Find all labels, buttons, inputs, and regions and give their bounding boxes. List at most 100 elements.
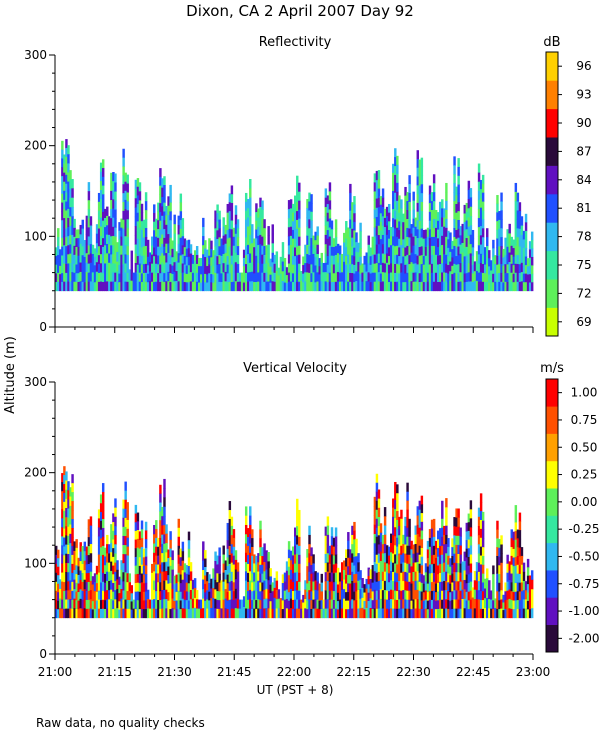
data-cell [71, 572, 74, 583]
data-cell [63, 466, 66, 476]
data-cell [146, 248, 150, 258]
data-cell [404, 221, 407, 231]
data-cell [181, 608, 185, 619]
data-cell [294, 195, 297, 205]
data-cell [251, 600, 254, 610]
data-cell [402, 247, 405, 257]
data-cell [408, 272, 411, 283]
data-cell [481, 573, 485, 583]
data-cell [381, 262, 385, 273]
data-cell [112, 582, 115, 593]
data-cell [106, 608, 109, 619]
data-cell [159, 229, 162, 239]
data-cell [432, 518, 436, 529]
data-cell [99, 244, 103, 255]
data-cell [392, 272, 395, 283]
data-cell [67, 563, 70, 573]
data-cell [392, 209, 395, 219]
data-cell [418, 572, 422, 583]
data-cell [140, 229, 144, 239]
data-cell [79, 234, 82, 245]
data-cell [373, 263, 377, 274]
data-cell [99, 162, 103, 173]
data-cell [228, 519, 232, 529]
data-cell [124, 245, 127, 255]
data-cell [508, 561, 511, 572]
data-cell [101, 185, 105, 195]
data-cell [445, 236, 448, 247]
data-cell [124, 181, 127, 192]
data-cell [157, 608, 160, 619]
data-cell [89, 599, 93, 609]
data-cell [406, 581, 409, 592]
data-cell [279, 598, 283, 609]
data-cell [124, 281, 127, 292]
data-cell [296, 264, 299, 274]
data-cell [185, 565, 189, 575]
data-cell [202, 226, 205, 237]
data-cell [59, 282, 62, 292]
data-cell [332, 255, 336, 265]
data-cell [418, 185, 422, 195]
data-cell [97, 246, 101, 256]
data-cell [238, 272, 242, 283]
data-cell [134, 226, 138, 236]
data-cell [128, 582, 131, 592]
data-cell [167, 600, 170, 610]
data-cell [220, 247, 223, 257]
data-cell [122, 246, 125, 256]
data-cell [334, 219, 338, 229]
data-cell [367, 584, 370, 594]
data-cell [124, 218, 127, 228]
x-tick-label: 22:30 [396, 665, 431, 679]
data-cell [457, 563, 460, 573]
data-cell [69, 272, 72, 282]
data-cell [414, 571, 417, 582]
data-cell [65, 562, 68, 573]
data-cell [500, 263, 503, 274]
data-cell [349, 583, 352, 593]
data-cell [443, 235, 446, 246]
data-cell [285, 589, 289, 600]
data-cell [230, 211, 234, 221]
data-cell [77, 281, 80, 292]
data-cell [441, 518, 444, 529]
data-cell [351, 571, 354, 582]
data-cell [522, 571, 526, 582]
data-cell [71, 474, 74, 484]
data-cell [324, 272, 328, 282]
data-cell [398, 273, 401, 283]
data-cell [259, 582, 262, 592]
data-cell [310, 238, 313, 248]
data-cell [112, 609, 115, 619]
data-cell [249, 206, 252, 217]
data-cell [488, 580, 491, 590]
data-cell [324, 544, 328, 555]
data-cell [83, 240, 87, 249]
data-cell [316, 599, 319, 610]
data-cell [500, 246, 503, 256]
data-cell [492, 265, 495, 275]
data-cell [445, 498, 448, 508]
data-cell [328, 599, 332, 610]
data-cell [291, 608, 295, 619]
data-cell [122, 535, 125, 546]
data-cell [228, 501, 232, 511]
data-cell [81, 281, 84, 292]
data-cell [106, 225, 109, 236]
data-cell [234, 579, 238, 590]
data-cell [522, 230, 526, 240]
data-cell [467, 226, 471, 237]
data-cell [265, 254, 268, 264]
data-cell [261, 236, 264, 247]
data-cell [375, 590, 379, 601]
data-cell [67, 599, 70, 610]
data-cell [124, 254, 127, 264]
data-cell [165, 543, 168, 553]
data-cell [249, 552, 252, 563]
data-cell [161, 178, 164, 189]
data-cell [455, 282, 458, 292]
data-cell [265, 281, 268, 292]
data-cell [179, 264, 183, 274]
data-cell [279, 607, 283, 619]
